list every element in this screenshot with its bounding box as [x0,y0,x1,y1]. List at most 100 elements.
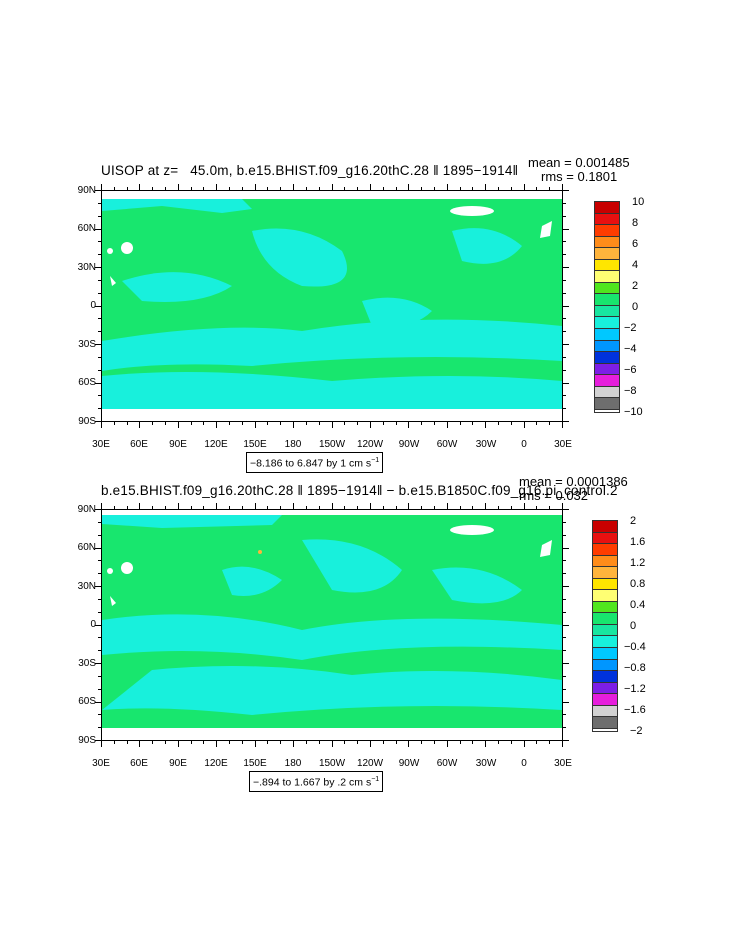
lon-tick [177,503,179,509]
lon-tick [395,506,397,509]
lat-tick [563,267,569,268]
panel-1-lon-label: 150E [243,439,267,450]
lon-tick [305,741,307,744]
lon-tick [293,741,295,747]
lon-tick [472,506,474,509]
lat-tick [563,637,566,639]
lon-tick [216,741,218,747]
lon-tick [369,422,371,428]
lat-tick [563,611,566,613]
lon-tick [318,187,320,190]
lon-tick [562,184,563,190]
panel-1-lat-30n: 30N [77,262,96,273]
panel-1-cbar-label: 8 [632,217,639,229]
lat-tick [98,408,101,410]
panel-1-cbar-label: 10 [632,196,645,208]
lon-tick [305,506,307,509]
lat-tick [98,637,101,639]
lon-tick [139,184,141,190]
lon-tick [536,506,538,509]
panel-1-lat-0: 0 [90,300,96,311]
panel-2-rms: rms = 0.032 [519,488,589,503]
lon-tick [549,741,551,744]
lon-tick [113,506,115,509]
panel-2-lon-label: 90E [169,758,187,769]
lat-tick [563,727,566,729]
lon-tick [216,503,218,509]
colorbar-cell [595,202,619,214]
lat-tick [98,573,101,575]
panel-1-lon-label: 120W [356,439,384,450]
lon-tick [523,741,525,747]
lat-tick [98,395,101,397]
lat-tick [563,688,566,690]
lon-tick [305,422,307,425]
colorbar-cell [593,636,617,649]
colorbar-cell [595,236,619,249]
lon-tick [267,741,269,744]
lon-tick [152,741,154,744]
lon-tick [344,422,346,425]
lon-tick [331,503,333,509]
panel-1-lon-label: 60E [130,439,148,450]
panel-2-cbar-label: 1.2 [630,557,646,569]
panel-2-lat-60n: 60N [77,542,96,553]
lat-tick [98,318,101,320]
colorbar-cell [595,248,619,260]
panel-1-cbar-label: 2 [632,280,639,292]
lat-tick [95,190,101,191]
panel-2-lon-label: 30E [92,758,110,769]
lon-tick [241,187,243,190]
panel-1-cbar-label: −10 [624,406,643,418]
lon-tick [536,187,538,190]
lon-tick [318,506,320,509]
lon-tick [523,503,525,509]
lat-tick [98,598,101,600]
lat-tick [95,344,101,345]
lat-tick [563,202,566,204]
lon-tick [485,184,487,190]
lon-tick [459,187,461,190]
lon-tick [497,506,499,509]
lat-tick [98,560,101,562]
lat-tick [563,534,566,536]
lon-tick [395,741,397,744]
lon-tick [139,503,141,509]
lat-tick [95,509,101,510]
lat-tick [563,663,569,664]
lat-tick [563,408,566,410]
lat-tick [563,241,566,243]
colorbar-cell [595,305,619,318]
lat-tick [563,228,569,230]
lon-tick [446,503,448,509]
panel-2-lon-label: 90W [398,758,420,769]
lon-tick [101,184,102,190]
panel-2-lon-label: 30W [475,758,497,769]
lon-tick [446,741,448,747]
lon-tick [152,422,154,425]
lon-tick [497,422,499,425]
lon-tick [408,741,410,747]
panel-2-cbar-label: −1.2 [624,683,646,695]
lat-tick [563,675,566,677]
lat-tick [98,534,101,536]
lon-tick [510,187,512,190]
lon-tick [216,184,218,190]
colorbar-cell [593,671,617,683]
lon-tick [369,503,371,509]
colorbar-cell [595,213,619,226]
panel-1-lat-60n: 60N [77,223,96,234]
lon-tick [113,741,115,744]
panel-1-range-text: −8.186 to 6.847 by 1 cm s [250,457,372,470]
lon-tick [459,506,461,509]
lon-tick [497,741,499,744]
lon-tick [562,503,563,509]
panel-1-lon-label: 60W [436,439,458,450]
colorbar-cell [593,705,617,718]
lon-tick [113,422,115,425]
panel-2-lat-90n: 90N [77,504,96,515]
lat-tick [563,650,566,652]
lat-tick [98,611,101,613]
lat-tick [563,344,569,345]
lon-tick [510,506,512,509]
